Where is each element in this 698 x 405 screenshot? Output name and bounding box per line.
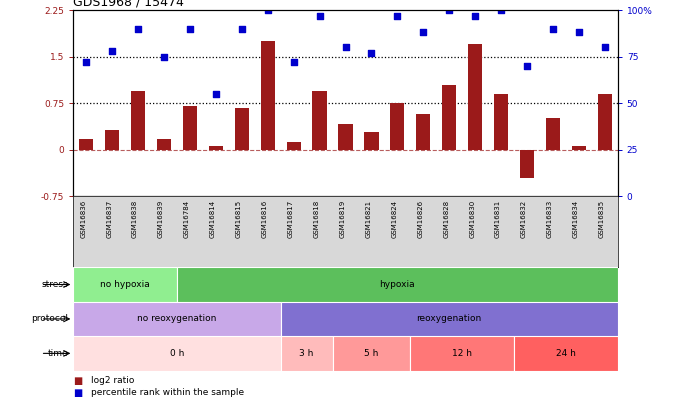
Bar <box>235 108 249 150</box>
Point <box>340 44 351 51</box>
Point <box>288 59 299 66</box>
Text: 5 h: 5 h <box>364 349 378 358</box>
Text: GSM16815: GSM16815 <box>236 200 242 238</box>
Bar <box>520 150 534 178</box>
Bar <box>183 107 197 150</box>
Text: GSM16839: GSM16839 <box>158 200 164 238</box>
Text: GSM16814: GSM16814 <box>210 200 216 238</box>
Text: time: time <box>47 349 68 358</box>
Bar <box>177 267 618 302</box>
Text: GSM16832: GSM16832 <box>521 200 527 238</box>
Point <box>107 48 118 54</box>
Bar <box>157 139 171 150</box>
Text: GSM16819: GSM16819 <box>339 200 346 238</box>
Bar <box>364 132 378 150</box>
Text: GSM16834: GSM16834 <box>573 200 579 238</box>
Bar <box>313 91 327 150</box>
Bar <box>339 124 352 150</box>
Bar <box>209 146 223 150</box>
Bar <box>332 336 410 371</box>
Bar <box>390 103 405 150</box>
Text: GSM16826: GSM16826 <box>417 200 423 238</box>
Text: GSM16831: GSM16831 <box>495 200 501 238</box>
Point <box>521 63 533 69</box>
Point <box>470 13 481 19</box>
Text: GSM16824: GSM16824 <box>392 200 397 238</box>
Point <box>417 29 429 36</box>
Text: GSM16818: GSM16818 <box>313 200 320 238</box>
Text: GSM16816: GSM16816 <box>262 200 268 238</box>
Point <box>262 7 274 13</box>
Bar <box>442 85 456 150</box>
Point <box>158 53 170 60</box>
Text: GSM16838: GSM16838 <box>132 200 138 238</box>
Bar <box>468 44 482 150</box>
Bar <box>410 336 514 371</box>
Bar <box>546 117 560 150</box>
Point <box>236 26 247 32</box>
Text: 24 h: 24 h <box>556 349 576 358</box>
Point <box>599 44 610 51</box>
Text: reoxygenation: reoxygenation <box>417 314 482 324</box>
Text: GSM16784: GSM16784 <box>184 200 190 238</box>
Bar <box>597 94 612 150</box>
Bar <box>73 267 177 302</box>
Text: hypoxia: hypoxia <box>380 280 415 289</box>
Point <box>547 26 558 32</box>
Text: 0 h: 0 h <box>170 349 184 358</box>
Bar <box>286 143 301 150</box>
Bar <box>260 41 275 150</box>
Point <box>133 26 144 32</box>
Text: no reoxygenation: no reoxygenation <box>138 314 216 324</box>
Bar <box>73 302 281 336</box>
Point <box>184 26 195 32</box>
Bar <box>494 94 508 150</box>
Bar <box>105 130 119 150</box>
Text: no hypoxia: no hypoxia <box>101 280 150 289</box>
Bar <box>514 336 618 371</box>
Bar <box>281 302 618 336</box>
Text: GSM16833: GSM16833 <box>547 200 553 238</box>
Point <box>444 7 455 13</box>
Text: 3 h: 3 h <box>299 349 314 358</box>
Point <box>573 29 584 36</box>
Text: stress: stress <box>41 280 68 289</box>
Point <box>496 7 507 13</box>
Text: GSM16817: GSM16817 <box>288 200 294 238</box>
Bar <box>79 139 94 150</box>
Text: GSM16821: GSM16821 <box>366 200 371 238</box>
Text: GSM16830: GSM16830 <box>469 200 475 238</box>
Text: GSM16835: GSM16835 <box>599 200 604 238</box>
Bar <box>73 336 281 371</box>
Text: GSM16837: GSM16837 <box>106 200 112 238</box>
Point <box>392 13 403 19</box>
Point <box>81 59 92 66</box>
Point <box>366 50 377 56</box>
Point <box>314 13 325 19</box>
Text: percentile rank within the sample: percentile rank within the sample <box>91 388 244 397</box>
Bar <box>572 145 586 150</box>
Text: ■: ■ <box>73 388 82 398</box>
Text: 12 h: 12 h <box>452 349 472 358</box>
Bar <box>416 114 431 150</box>
Bar <box>281 336 332 371</box>
Text: log2 ratio: log2 ratio <box>91 376 134 385</box>
Text: GSM16836: GSM16836 <box>80 200 87 238</box>
Bar <box>131 91 145 150</box>
Text: ■: ■ <box>73 376 82 386</box>
Point <box>210 91 221 97</box>
Text: protocol: protocol <box>31 314 68 324</box>
Text: GDS1968 / 15474: GDS1968 / 15474 <box>73 0 184 9</box>
Text: GSM16828: GSM16828 <box>443 200 450 238</box>
